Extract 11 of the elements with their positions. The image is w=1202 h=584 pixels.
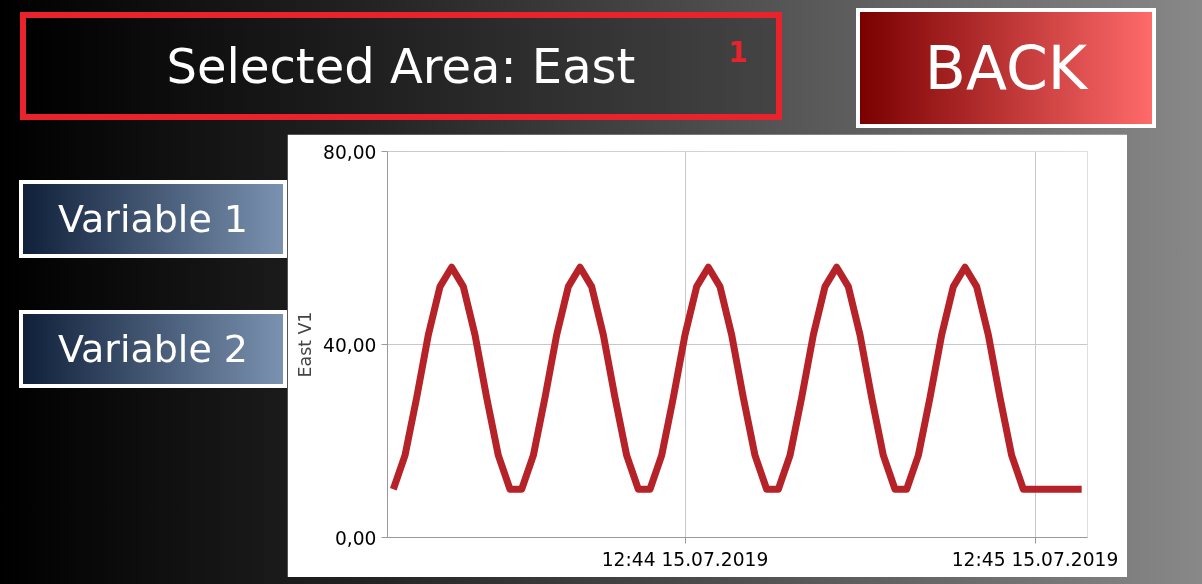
text: Variable 1 xyxy=(19,180,287,258)
y-axis-title: East V1 xyxy=(295,311,316,378)
text: 1 xyxy=(728,36,748,69)
y-tick-label: 40,00 xyxy=(323,334,377,356)
y-tick-label: 80,00 xyxy=(323,141,377,163)
chart-title: Selected Area: East xyxy=(166,38,636,94)
x-tick-label: 12:45 15.07.2019 xyxy=(951,548,1119,570)
y-tick-label: 0,00 xyxy=(334,527,377,549)
text: BACK xyxy=(856,8,1156,128)
x-tick-label: 12:44 15.07.2019 xyxy=(601,548,769,570)
text: Variable 2 xyxy=(19,310,287,388)
